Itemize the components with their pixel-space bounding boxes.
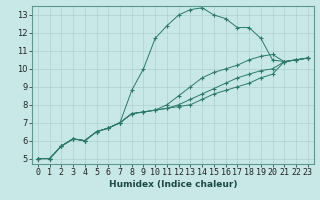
X-axis label: Humidex (Indice chaleur): Humidex (Indice chaleur) — [108, 180, 237, 189]
